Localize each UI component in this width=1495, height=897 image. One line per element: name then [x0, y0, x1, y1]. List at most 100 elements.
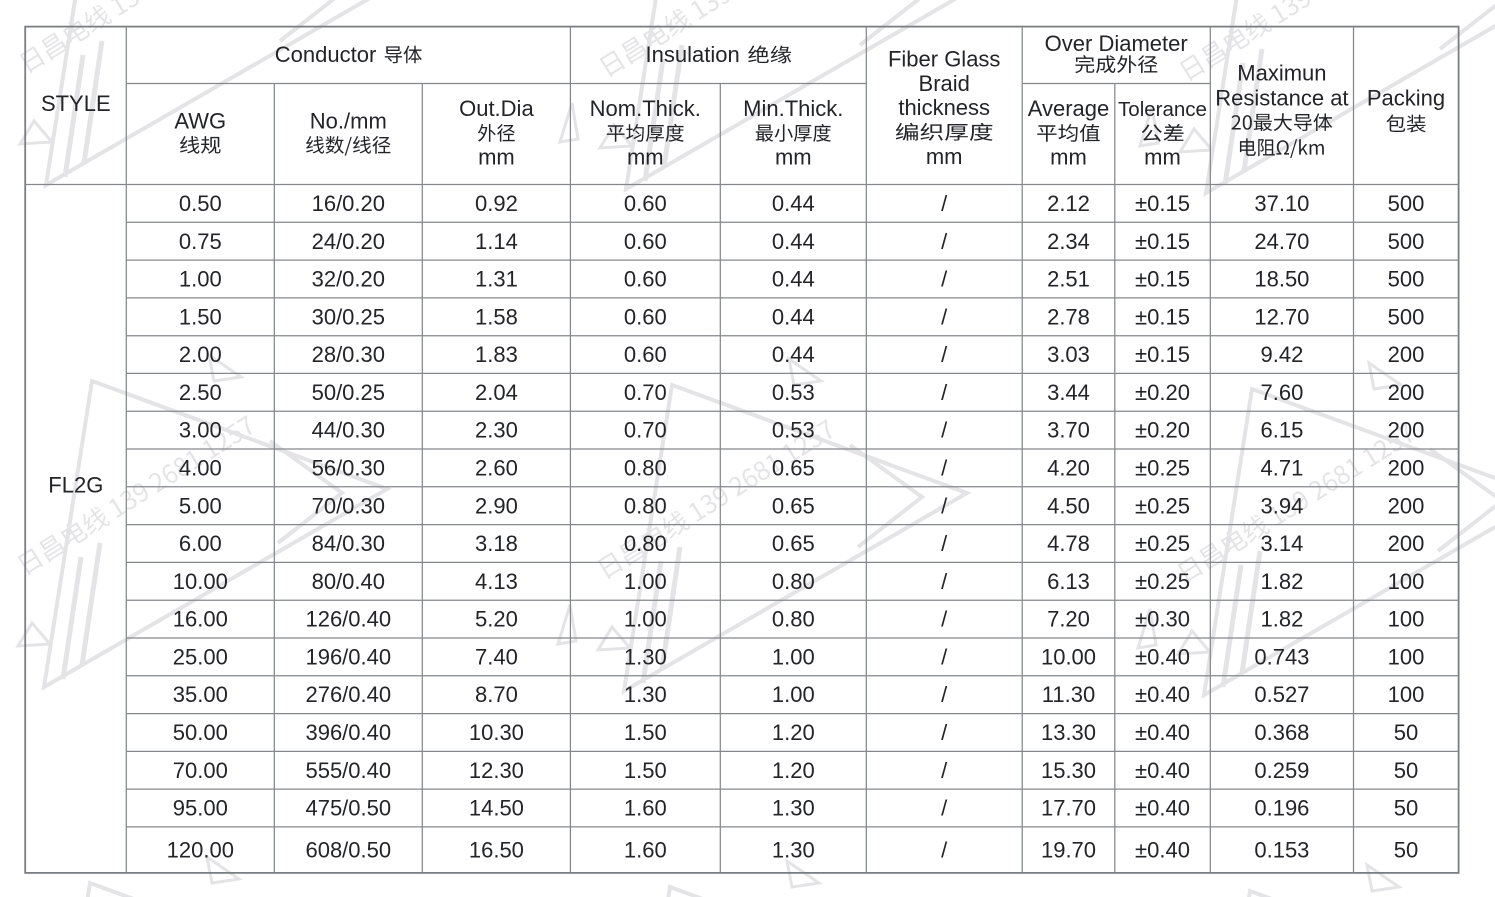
- svg-text:Resistance at: Resistance at: [1215, 85, 1348, 110]
- svg-text:0.60: 0.60: [624, 229, 667, 254]
- svg-text:0.743: 0.743: [1254, 644, 1309, 669]
- svg-text:1.82: 1.82: [1260, 607, 1303, 632]
- svg-text:200: 200: [1388, 531, 1425, 556]
- svg-text:37.10: 37.10: [1254, 191, 1309, 216]
- svg-text:Insulation: Insulation: [646, 42, 740, 67]
- svg-text:mm: mm: [627, 145, 664, 170]
- svg-text:0.80: 0.80: [624, 456, 667, 481]
- svg-text:thickness: thickness: [898, 95, 990, 120]
- svg-text:50: 50: [1394, 838, 1418, 863]
- svg-text:2.30: 2.30: [475, 418, 518, 443]
- svg-text:1.50: 1.50: [179, 304, 222, 329]
- svg-text:FL2G: FL2G: [48, 472, 103, 497]
- svg-text:1.58: 1.58: [475, 304, 518, 329]
- svg-text:555/0.40: 555/0.40: [305, 758, 391, 783]
- svg-text:0.44: 0.44: [772, 191, 815, 216]
- svg-text:±0.15: ±0.15: [1135, 229, 1190, 254]
- svg-text:±0.15: ±0.15: [1135, 267, 1190, 292]
- svg-text:/: /: [941, 720, 948, 745]
- svg-text:19.70: 19.70: [1041, 838, 1096, 863]
- svg-text:500: 500: [1388, 191, 1425, 216]
- svg-text:0.65: 0.65: [772, 531, 815, 556]
- svg-text:0.53: 0.53: [772, 380, 815, 405]
- svg-text:/: /: [941, 342, 948, 367]
- svg-text:0.60: 0.60: [624, 267, 667, 292]
- svg-text:1.82: 1.82: [1260, 569, 1303, 594]
- svg-text:50/0.25: 50/0.25: [312, 380, 385, 405]
- svg-text:Average: Average: [1028, 96, 1110, 121]
- svg-text:1.50: 1.50: [624, 720, 667, 745]
- svg-text:3.00: 3.00: [179, 418, 222, 443]
- svg-text:1.00: 1.00: [772, 644, 815, 669]
- svg-text:84/0.30: 84/0.30: [312, 531, 385, 556]
- svg-text:/: /: [941, 493, 948, 518]
- svg-text:±0.20: ±0.20: [1135, 418, 1190, 443]
- svg-text:12.70: 12.70: [1254, 304, 1309, 329]
- svg-text:100: 100: [1388, 644, 1425, 669]
- svg-text:17.70: 17.70: [1041, 796, 1096, 821]
- svg-text:1.50: 1.50: [624, 758, 667, 783]
- svg-text:No./mm: No./mm: [310, 109, 387, 134]
- svg-text:2.50: 2.50: [179, 380, 222, 405]
- svg-text:4.20: 4.20: [1047, 456, 1090, 481]
- svg-text:12.30: 12.30: [469, 758, 524, 783]
- svg-text:3.44: 3.44: [1047, 380, 1090, 405]
- svg-text:mm: mm: [1144, 145, 1181, 170]
- svg-text:/: /: [941, 191, 948, 216]
- svg-text:500: 500: [1388, 229, 1425, 254]
- svg-text:0.153: 0.153: [1254, 838, 1309, 863]
- svg-text:±0.15: ±0.15: [1135, 191, 1190, 216]
- svg-text:1.31: 1.31: [475, 267, 518, 292]
- svg-text:70/0.30: 70/0.30: [312, 493, 385, 518]
- svg-text:±0.30: ±0.30: [1135, 607, 1190, 632]
- svg-text:6.00: 6.00: [179, 531, 222, 556]
- svg-text:/: /: [941, 607, 948, 632]
- svg-text:7.40: 7.40: [475, 644, 518, 669]
- svg-text:2.00: 2.00: [179, 342, 222, 367]
- svg-text:1.83: 1.83: [475, 342, 518, 367]
- svg-text:/: /: [941, 796, 948, 821]
- svg-text:2.04: 2.04: [475, 380, 518, 405]
- svg-text:/: /: [941, 418, 948, 443]
- svg-text:/: /: [941, 758, 948, 783]
- svg-text:5.00: 5.00: [179, 493, 222, 518]
- svg-text:0.65: 0.65: [772, 493, 815, 518]
- svg-text:±0.25: ±0.25: [1135, 569, 1190, 594]
- svg-text:2.12: 2.12: [1047, 191, 1090, 216]
- svg-text:/: /: [941, 267, 948, 292]
- svg-text:0.80: 0.80: [624, 531, 667, 556]
- svg-text:±0.15: ±0.15: [1135, 304, 1190, 329]
- svg-text:200: 200: [1388, 493, 1425, 518]
- svg-text:±0.40: ±0.40: [1135, 758, 1190, 783]
- svg-text:276/0.40: 276/0.40: [305, 682, 391, 707]
- svg-text:0.53: 0.53: [772, 418, 815, 443]
- svg-text:4.00: 4.00: [179, 456, 222, 481]
- svg-text:6.15: 6.15: [1260, 418, 1303, 443]
- svg-text:/: /: [941, 229, 948, 254]
- svg-text:16.00: 16.00: [173, 607, 228, 632]
- svg-text:0.44: 0.44: [772, 304, 815, 329]
- svg-text:196/0.40: 196/0.40: [305, 644, 391, 669]
- svg-text:4.78: 4.78: [1047, 531, 1090, 556]
- svg-text:200: 200: [1388, 380, 1425, 405]
- svg-text:Tolerance: Tolerance: [1118, 98, 1207, 121]
- svg-text:Packing: Packing: [1367, 85, 1445, 110]
- svg-text:200: 200: [1388, 418, 1425, 443]
- svg-text:0.60: 0.60: [624, 191, 667, 216]
- svg-text:0.80: 0.80: [772, 607, 815, 632]
- svg-text:0.60: 0.60: [624, 342, 667, 367]
- svg-text:50: 50: [1394, 720, 1418, 745]
- svg-text:/: /: [941, 456, 948, 481]
- svg-text:50: 50: [1394, 758, 1418, 783]
- svg-text:15.30: 15.30: [1041, 758, 1096, 783]
- svg-text:500: 500: [1388, 304, 1425, 329]
- svg-text:±0.20: ±0.20: [1135, 380, 1190, 405]
- svg-text:10.00: 10.00: [173, 569, 228, 594]
- svg-text:0.80: 0.80: [624, 493, 667, 518]
- svg-text:7.20: 7.20: [1047, 607, 1090, 632]
- svg-text:/: /: [941, 569, 948, 594]
- svg-text:Fiber Glass: Fiber Glass: [888, 47, 1000, 72]
- svg-text:/: /: [941, 531, 948, 556]
- svg-text:13.30: 13.30: [1041, 720, 1096, 745]
- svg-text:500: 500: [1388, 267, 1425, 292]
